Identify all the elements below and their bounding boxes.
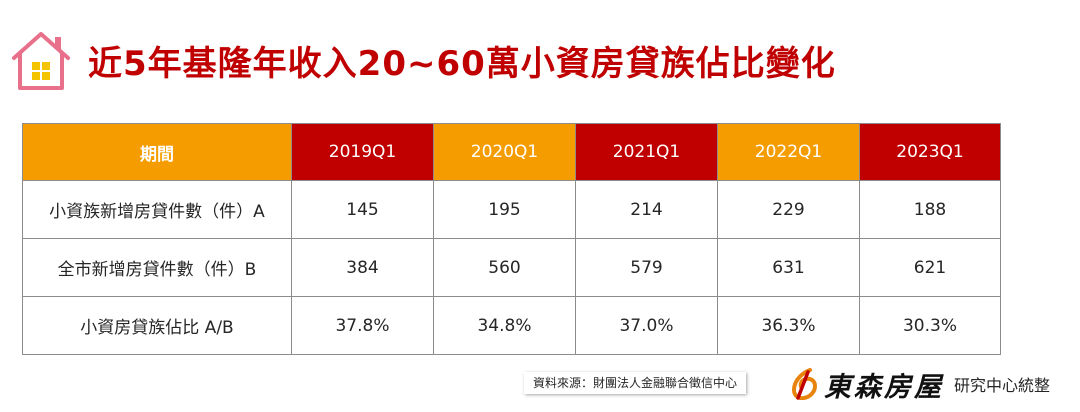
page-title: 近5年基隆年收入20~60萬小資房貸族佔比變化 xyxy=(88,44,836,84)
header-period-cell: 2020Q1 xyxy=(433,123,576,181)
value-cell: 195 xyxy=(433,180,576,239)
value-cell: 214 xyxy=(575,180,718,239)
source-note: 資料來源：財團法人金融聯合徵信中心 xyxy=(524,372,747,394)
value-cell: 188 xyxy=(859,180,1001,239)
value-cell: 34.8% xyxy=(433,296,576,355)
brand-logo-icon xyxy=(791,368,818,400)
value-cell: 631 xyxy=(717,238,860,297)
value-cell: 560 xyxy=(433,238,576,297)
header-period-cell: 2019Q1 xyxy=(291,123,434,181)
header-period-cell: 2023Q1 xyxy=(859,123,1001,181)
header-period-cell: 2021Q1 xyxy=(575,123,718,181)
value-cell: 384 xyxy=(291,238,434,297)
house-icon xyxy=(12,32,70,90)
row-label-cell: 全市新增房貸件數（件）B xyxy=(22,238,292,297)
value-cell: 229 xyxy=(717,180,860,239)
brand-name: 東森房屋 xyxy=(824,371,944,403)
table-row: 小資族新增房貸件數（件）A 145 195 214 229 188 xyxy=(22,180,1001,239)
table-row: 全市新增房貸件數（件）B 384 560 579 631 621 xyxy=(22,238,1001,297)
header-label-cell: 期間 xyxy=(22,123,292,181)
data-table: 期間 2019Q1 2020Q1 2021Q1 2022Q1 2023Q1 小資… xyxy=(22,123,1001,355)
value-cell: 621 xyxy=(859,238,1001,297)
value-cell: 30.3% xyxy=(859,296,1001,355)
value-cell: 579 xyxy=(575,238,718,297)
brand-subtitle: 研究中心統整 xyxy=(954,376,1051,395)
brand-block: 東森房屋 研究中心統整 xyxy=(790,366,1051,403)
value-cell: 37.0% xyxy=(575,296,718,355)
row-label-cell: 小資族新增房貸件數（件）A xyxy=(22,180,292,239)
table-header-row: 期間 2019Q1 2020Q1 2021Q1 2022Q1 2023Q1 xyxy=(22,123,1001,181)
value-cell: 36.3% xyxy=(717,296,860,355)
value-cell: 37.8% xyxy=(291,296,434,355)
data-table-wrapper: 期間 2019Q1 2020Q1 2021Q1 2022Q1 2023Q1 小資… xyxy=(22,123,1001,355)
row-label-cell: 小資房貸族佔比 A/B xyxy=(22,296,292,355)
table-row: 小資房貸族佔比 A/B 37.8% 34.8% 37.0% 36.3% 30.3… xyxy=(22,296,1001,355)
header-period-cell: 2022Q1 xyxy=(717,123,860,181)
value-cell: 145 xyxy=(291,180,434,239)
